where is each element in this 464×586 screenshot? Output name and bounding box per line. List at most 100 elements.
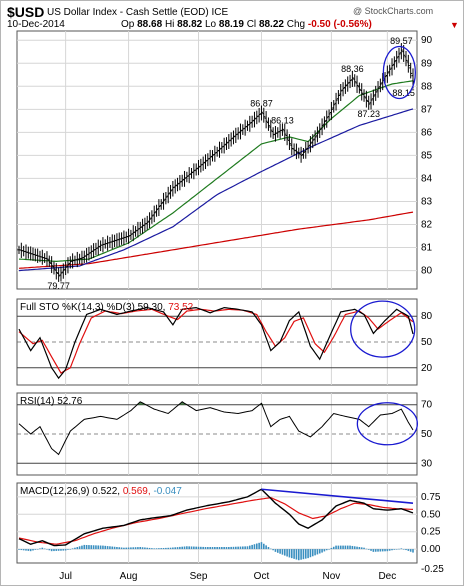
macd-hist-bar (262, 543, 265, 550)
macd-hist-bar (302, 549, 305, 560)
macd-hist-bar (204, 547, 207, 550)
open-value: 88.68 (137, 19, 163, 30)
macd-hist-bar (188, 546, 190, 550)
macd-hist-bar (342, 545, 344, 550)
macd-hist-bar (316, 549, 319, 555)
rsi-line (18, 401, 414, 456)
macd-hist-bar (344, 545, 347, 550)
macd-hist-bar (64, 549, 67, 551)
macd-hist-bar (137, 547, 139, 550)
macd-hist-bar (141, 547, 144, 550)
rsi-tick-label: 70 (421, 400, 433, 411)
macd-hist-bar (318, 549, 321, 554)
macd-hist-bar (391, 549, 393, 551)
line-icon (19, 57, 27, 66)
watermark: @ StockCharts.com (353, 6, 434, 16)
macd-hist-bar (104, 545, 107, 550)
macd-hist-bar (281, 549, 284, 555)
line-icon (19, 33, 27, 42)
macd-hist-bar (325, 549, 328, 551)
macd-hist-bar (36, 549, 39, 550)
price-annotation: 86.87 (250, 98, 273, 108)
macd-hist-bar (337, 545, 340, 550)
macd-hist-bar (279, 549, 281, 554)
macd-hist-bar (363, 547, 365, 550)
macd-hist-bar (365, 548, 368, 550)
sto-highlight-circle (350, 300, 416, 358)
macd-hist-bar (290, 549, 293, 559)
macd-hist-bar (106, 546, 109, 550)
macd-hist-bar (48, 549, 51, 551)
macd-hist-bar (125, 547, 128, 550)
macd-hist-bar (214, 547, 216, 550)
macd-tick-label: 0.25 (421, 527, 441, 538)
macd-hist-bar (328, 549, 330, 550)
macd-hist-bar (46, 549, 48, 550)
macd-hist-bar (269, 548, 272, 550)
macd-hist-bar (304, 549, 307, 559)
macd-hist-bar (97, 545, 100, 550)
macd-hist-bar (43, 548, 46, 550)
macd-hist-bar (186, 546, 188, 550)
x-tick-label: Aug (120, 571, 138, 582)
macd-hist-bar (85, 545, 88, 550)
macd-hist-bar (183, 546, 186, 550)
macd-hist-bar (120, 547, 123, 550)
macd-hist-bar (25, 549, 27, 551)
high-label: Hi (164, 19, 175, 30)
rsi-tick-label: 50 (421, 429, 433, 440)
macd-hist-bar (300, 549, 302, 560)
ohlc-readout: Op 88.68 Hi 88.82 Lo 88.19 Cl 88.22 Chg … (121, 19, 372, 30)
macd-hist-bar (237, 546, 239, 550)
macd-hist-bar (88, 545, 90, 550)
macd-hist-bar (223, 547, 225, 550)
macd-hist-bar (197, 546, 200, 550)
macd-hist-bar (332, 546, 335, 550)
legend-ma20-label: MA(20) 88.24 (29, 68, 90, 79)
price-tick-label: 88 (421, 81, 433, 92)
legend-volume-label: Volume undef (29, 80, 91, 91)
macd-hist-bar (193, 546, 195, 550)
macd-hist-bar (50, 549, 53, 552)
macd-hist-bar (153, 548, 156, 550)
sto-label: Full STO %K(14,3) %D(3) 59.30, 73.52 (20, 302, 194, 313)
macd-hist-bar (388, 549, 391, 551)
macd-hist-bar (288, 549, 291, 558)
macd-hist-bar (127, 547, 130, 550)
change-value: -0.50 (-0.56%) (307, 19, 372, 30)
rsi-label: RSI(14) 52.76 (20, 396, 83, 407)
macd-hist-bar (358, 547, 361, 550)
macd-hist-bar (244, 546, 246, 550)
macd-hist-bar (384, 549, 386, 552)
sto-tick-label: 50 (421, 337, 433, 348)
macd-hist-bar (293, 549, 295, 559)
macd-hist-bar (62, 549, 65, 551)
legend-volume: Volume undef (19, 80, 90, 91)
legend-ma20: MA(20) 88.24 (19, 68, 90, 79)
legend-ma200: MA(200) 82.54 (19, 56, 95, 67)
macd-hist-bar (351, 545, 354, 550)
macd-tick-label: -0.25 (421, 564, 444, 575)
symbol: $USD (7, 4, 45, 20)
sto-tick-label: 80 (421, 311, 433, 322)
macd-hist-bar (242, 546, 244, 550)
price-highlight-circle (382, 45, 416, 100)
macd-hist-bar (118, 547, 121, 550)
x-tick-label: Oct (254, 571, 270, 582)
macd-hist-bar (32, 549, 34, 551)
macd-hist-bar (360, 547, 363, 550)
high-value: 88.82 (177, 19, 203, 30)
macd-hist-bar (412, 549, 414, 553)
price-tick-label: 84 (421, 173, 433, 184)
macd-hist-bar (134, 547, 137, 550)
macd-hist-bar (339, 545, 342, 550)
macd-hist-bar (132, 547, 135, 550)
macd-hist-bar (155, 548, 158, 550)
macd-hist-bar (109, 546, 111, 550)
macd-hist-bar (407, 549, 410, 551)
macd-hist-bar (386, 549, 389, 552)
rsi-overbought-fill (19, 401, 413, 405)
macd-hist-bar (249, 545, 251, 550)
macd-hist-bar (398, 548, 400, 550)
